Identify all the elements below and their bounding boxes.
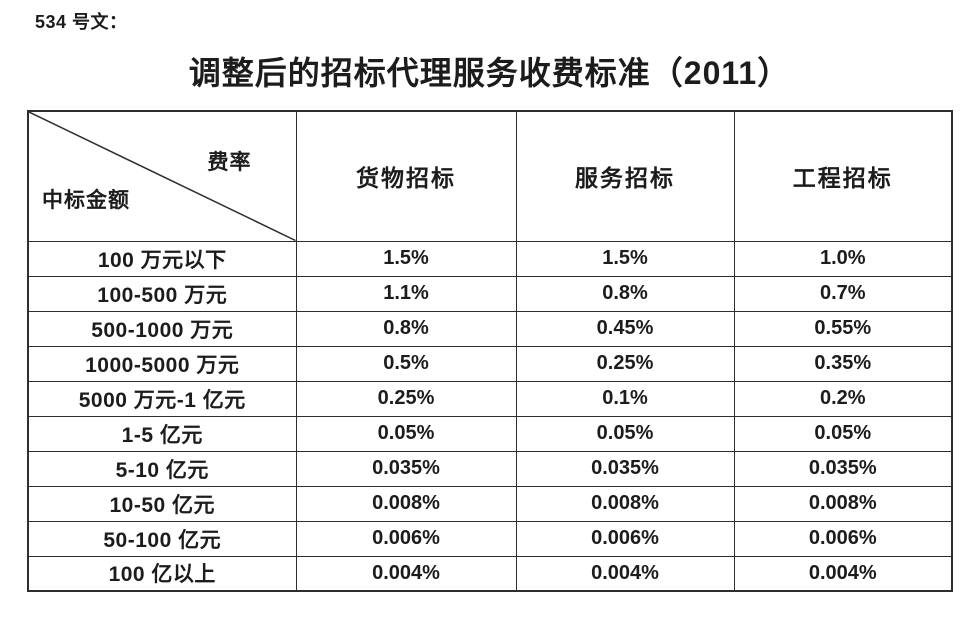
fee-value: 0.035% <box>733 450 953 487</box>
column-header-services: 服务招标 <box>515 110 735 242</box>
row-label: 1-5 亿元 <box>27 415 297 452</box>
table-row: 5000 万元-1 亿元 0.25% 0.1% 0.2% <box>27 380 953 417</box>
column-header-goods: 货物招标 <box>295 110 517 242</box>
fee-value: 0.8% <box>295 310 517 347</box>
row-label: 100 亿以上 <box>27 555 297 592</box>
table-row: 50-100 亿元 0.006% 0.006% 0.006% <box>27 520 953 557</box>
fee-value: 0.004% <box>733 555 953 592</box>
fee-value: 0.7% <box>733 275 953 312</box>
fee-value: 0.006% <box>733 520 953 557</box>
table-row: 5-10 亿元 0.035% 0.035% 0.035% <box>27 450 953 487</box>
fee-value: 0.004% <box>515 555 735 592</box>
fee-value: 0.05% <box>515 415 735 452</box>
table-row: 10-50 亿元 0.008% 0.008% 0.008% <box>27 485 953 522</box>
table-row: 1000-5000 万元 0.5% 0.25% 0.35% <box>27 345 953 382</box>
fee-value: 0.05% <box>295 415 517 452</box>
fee-value: 0.008% <box>295 485 517 522</box>
row-label: 50-100 亿元 <box>27 520 297 557</box>
document-number-label: 534 号文： <box>35 12 128 32</box>
fee-value: 0.2% <box>733 380 953 417</box>
fee-value: 1.1% <box>295 275 517 312</box>
fee-value: 0.8% <box>515 275 735 312</box>
fee-rate-table: 费率 中标金额 货物招标 服务招标 工程招标 100 万元以下 1.5% 1.5… <box>27 110 953 592</box>
column-header-engineering: 工程招标 <box>733 110 953 242</box>
table-header-row: 费率 中标金额 货物招标 服务招标 工程招标 <box>27 110 953 242</box>
fee-value: 0.25% <box>515 345 735 382</box>
table-row: 500-1000 万元 0.8% 0.45% 0.55% <box>27 310 953 347</box>
fee-value: 1.5% <box>515 240 735 277</box>
page-title: 调整后的招标代理服务收费标准（2011） <box>188 55 791 91</box>
corner-label-bid-amount: 中标金额 <box>42 188 130 212</box>
table-row: 100-500 万元 1.1% 0.8% 0.7% <box>27 275 953 312</box>
fee-value: 0.006% <box>295 520 517 557</box>
row-label: 1000-5000 万元 <box>27 345 297 382</box>
row-label: 500-1000 万元 <box>27 310 297 347</box>
fee-value: 0.25% <box>295 380 517 417</box>
fee-value: 0.5% <box>295 345 517 382</box>
fee-value: 0.004% <box>295 555 517 592</box>
diagonal-divider-line <box>29 112 296 241</box>
fee-value: 1.0% <box>733 240 953 277</box>
table-row: 1-5 亿元 0.05% 0.05% 0.05% <box>27 415 953 452</box>
corner-cell: 费率 中标金额 <box>27 110 297 242</box>
corner-label-rate: 费率 <box>207 150 252 174</box>
fee-value: 1.5% <box>295 240 517 277</box>
table-row: 100 亿以上 0.004% 0.004% 0.004% <box>27 555 953 592</box>
row-label: 5-10 亿元 <box>27 450 297 487</box>
fee-value: 0.008% <box>515 485 735 522</box>
fee-value: 0.45% <box>515 310 735 347</box>
row-label: 5000 万元-1 亿元 <box>27 380 297 417</box>
fee-value: 0.35% <box>733 345 953 382</box>
fee-value: 0.008% <box>733 485 953 522</box>
fee-value: 0.006% <box>515 520 735 557</box>
row-label: 10-50 亿元 <box>27 485 297 522</box>
row-label: 100 万元以下 <box>27 240 297 277</box>
fee-value: 0.035% <box>295 450 517 487</box>
fee-value: 0.55% <box>733 310 953 347</box>
fee-value: 0.05% <box>733 415 953 452</box>
fee-value: 0.035% <box>515 450 735 487</box>
fee-value: 0.1% <box>515 380 735 417</box>
table-row: 100 万元以下 1.5% 1.5% 1.0% <box>27 240 953 277</box>
row-label: 100-500 万元 <box>27 275 297 312</box>
